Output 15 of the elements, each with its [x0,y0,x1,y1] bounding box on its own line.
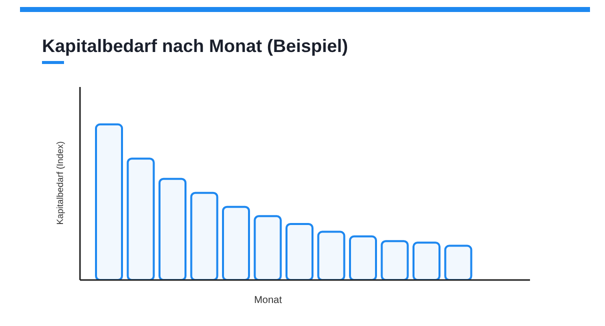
bar [349,235,377,280]
bar [254,215,282,280]
bar [380,240,409,280]
bar [222,206,250,280]
y-axis-title: Kapitalbedarf (Index) [55,141,65,225]
bar [286,222,314,280]
bar [126,158,155,280]
bar [95,123,123,280]
bar [412,242,440,280]
bar [158,178,186,280]
bar [190,192,218,280]
bar [317,230,346,280]
bar [444,244,472,280]
x-axis-title: Monat [254,295,282,306]
chart-title: Kapitalbedarf nach Monat (Beispiel) [42,36,348,57]
